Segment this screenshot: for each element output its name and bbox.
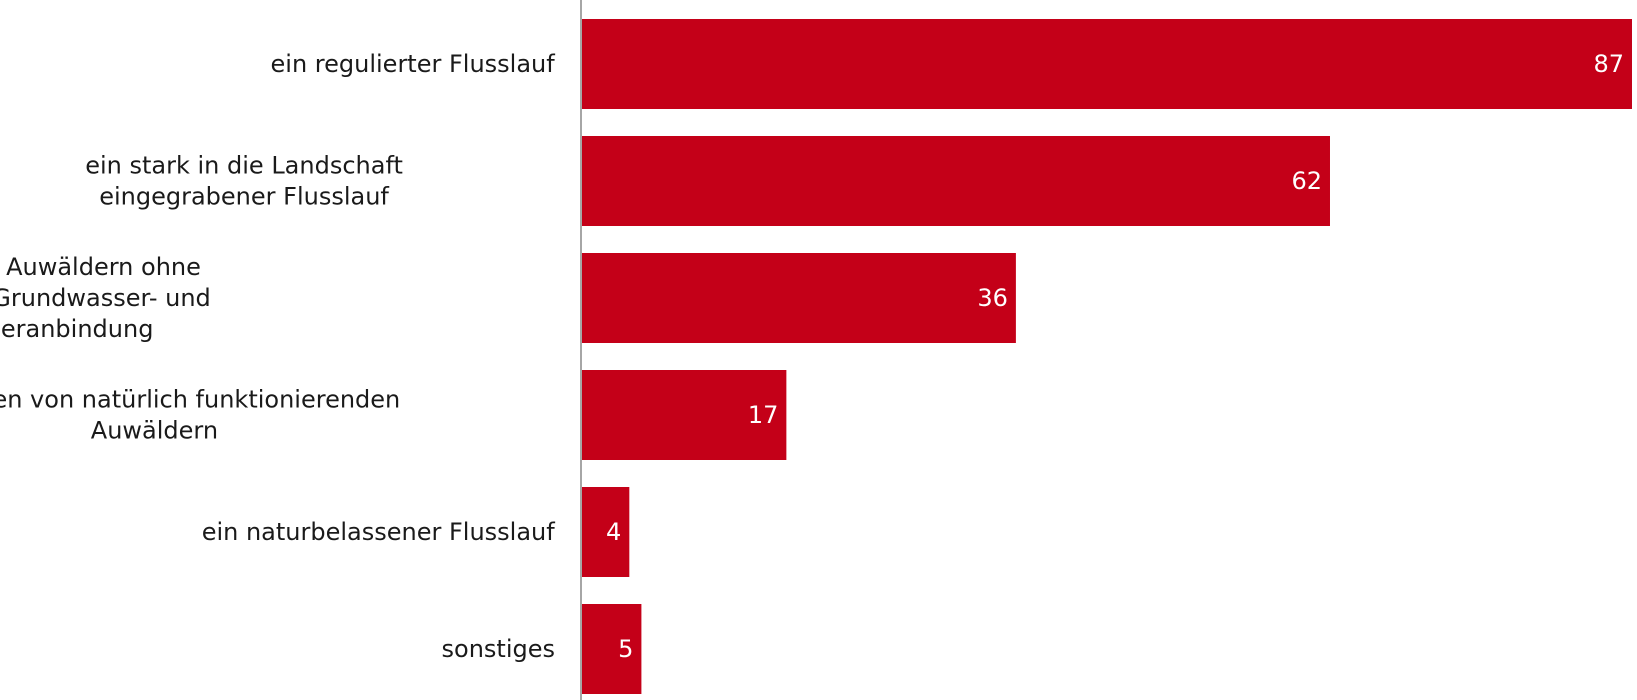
category-label-line: sonstiges (442, 635, 555, 663)
category-label-line: ein naturbelassener Flusslauf (202, 518, 556, 546)
value-label-2: 36 (977, 284, 1008, 312)
bar-2 (581, 253, 1016, 343)
category-label-line: Hochwasseranbindung (0, 315, 153, 343)
bar-4 (581, 487, 630, 577)
category-label-line: umgeben von natürlich funktionierenden (0, 386, 400, 414)
bar-0 (581, 19, 1632, 109)
category-label-line: eingegrabener Flusslauf (99, 183, 389, 211)
category-label-line: ein regulierter Flusslauf (271, 50, 556, 78)
category-label-line: umgeben von Auwäldern ohne (0, 253, 201, 281)
category-label-5: sonstiges (442, 635, 555, 663)
bar-3 (581, 370, 787, 460)
value-label-1: 62 (1291, 167, 1322, 195)
category-labels-group: ein regulierter Flusslauf ein stark in di… (0, 50, 555, 663)
category-label-4: ein naturbelassener Flusslauf (202, 518, 556, 546)
value-label-4: 4 (606, 518, 621, 546)
bars-group (581, 19, 1632, 694)
value-labels-group: 87 62 36 17 4 5 (606, 50, 1624, 663)
value-label-3: 17 (748, 401, 779, 429)
bar-1 (581, 136, 1330, 226)
bar-5 (581, 604, 642, 694)
category-label-2: umgeben von Auwäldern ohne ausreichende G… (0, 253, 211, 343)
category-label-1: ein stark in die Landschaft eingegrabener… (85, 152, 403, 211)
value-label-5: 5 (618, 635, 633, 663)
category-label-line: ausreichende Grundwasser- und (0, 284, 211, 312)
category-label-line: ein stark in die Landschaft (85, 152, 403, 180)
category-label-line: Auwäldern (91, 417, 218, 445)
category-label-3: umgeben von natürlich funktionierenden Au… (0, 386, 400, 445)
value-label-0: 87 (1593, 50, 1624, 78)
category-label-0: ein regulierter Flusslauf (271, 50, 556, 78)
